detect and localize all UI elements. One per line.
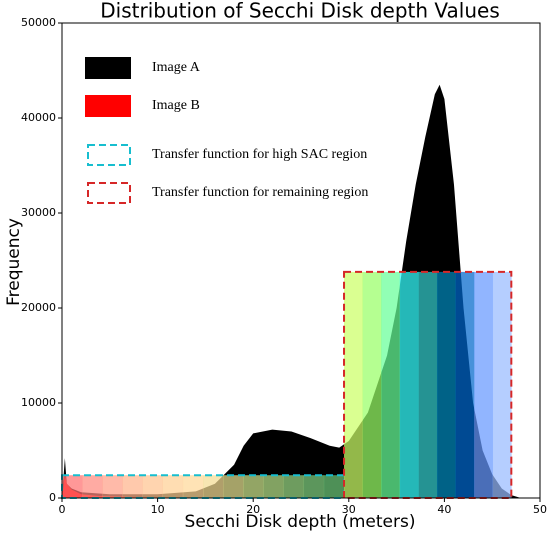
region-band [142,475,164,498]
region-band [203,475,224,498]
y-tick-label: 30000 [21,206,56,219]
y-axis-label: Frequency [4,218,24,306]
region-band [323,475,345,498]
legend-swatch [87,144,131,166]
region-band [62,475,83,498]
region-band [418,271,438,498]
y-tick-label: 50000 [21,16,56,29]
region-band [182,475,204,498]
region-band [102,475,123,498]
region-band [474,271,494,498]
x-tick-label: 20 [246,503,260,516]
legend-label: Transfer function for high SAC region [152,147,367,162]
legend-label: Image A [152,60,201,75]
region-band [362,271,382,498]
x-tick-label: 50 [533,503,547,516]
region-band [283,475,305,498]
region-band [303,475,325,498]
region-band [162,475,184,498]
chart-title: Distribution of Secchi Disk depth Values [100,0,499,23]
x-tick-label: 0 [59,503,66,516]
y-tick-label: 10000 [21,396,56,409]
plot-frame [61,22,541,499]
region-band [399,271,419,498]
legend-swatch [85,57,131,79]
region-band [492,271,512,498]
legend-swatch [85,95,131,117]
y-tick-label: 40000 [21,111,56,124]
legend-label: Transfer function for remaining region [152,185,368,200]
x-tick-label: 40 [437,503,451,516]
y-tick-label: 0 [49,491,56,504]
legend-swatch [87,182,131,204]
region-band [344,271,363,498]
x-tick-label: 10 [151,503,165,516]
legend-label: Image B [152,98,200,113]
region-band [243,475,264,498]
region-band [223,475,244,498]
x-tick-label: 30 [342,503,356,516]
y-tick-label: 20000 [21,301,56,314]
region-band [82,475,103,498]
x-axis-label: Secchi Disk depth (meters) [185,512,416,532]
region-band [122,475,143,498]
region-band [381,271,401,498]
region-band [263,475,284,498]
region-band [455,271,475,498]
region-band [436,271,456,498]
